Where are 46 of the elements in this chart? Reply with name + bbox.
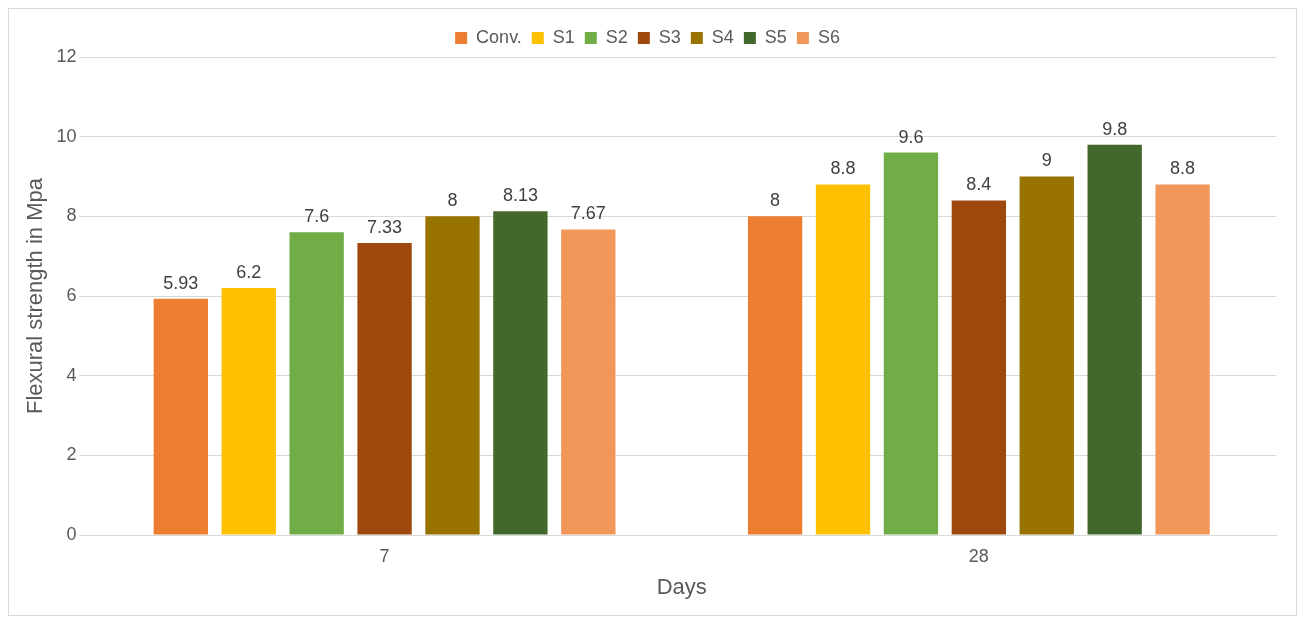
data-label: 8 — [770, 190, 781, 211]
bar — [425, 216, 480, 535]
data-label: 7.33 — [367, 216, 403, 237]
bar — [357, 243, 412, 535]
x-tick-label: 28 — [968, 545, 989, 566]
y-tick-label: 4 — [66, 364, 77, 385]
legend-label: S4 — [711, 26, 734, 47]
x-axis-title: Days — [656, 573, 707, 599]
y-tick-label: 12 — [56, 45, 77, 66]
data-label: 8.8 — [1170, 158, 1196, 179]
legend-label: S3 — [658, 26, 681, 47]
legend-label: S1 — [552, 26, 575, 47]
bar — [1019, 176, 1074, 535]
bar — [815, 184, 871, 535]
bar — [153, 298, 208, 535]
data-label: 8.4 — [966, 174, 992, 195]
y-axis-title: Flexural strength in Mpa — [22, 177, 48, 414]
legend-label: S2 — [605, 26, 628, 47]
bar — [951, 200, 1007, 535]
data-label: 5.93 — [163, 272, 199, 293]
data-label: 7.67 — [570, 203, 606, 224]
data-label: 9 — [1041, 150, 1052, 171]
data-label: 8.13 — [502, 185, 538, 206]
y-tick-label: 10 — [56, 125, 77, 146]
bar — [1087, 144, 1142, 535]
legend-label: S5 — [764, 26, 787, 47]
data-label: 8 — [447, 190, 458, 211]
bar — [561, 229, 616, 535]
legend-label: S6 — [817, 26, 840, 47]
y-tick-label: 6 — [66, 284, 77, 305]
legend-label: Conv. — [476, 26, 522, 47]
x-tick-label: 7 — [379, 545, 390, 566]
data-label: 8.8 — [830, 158, 856, 179]
y-tick-label: 2 — [66, 444, 77, 465]
bar — [289, 232, 344, 535]
bar — [883, 152, 939, 535]
data-label: 6.2 — [236, 262, 262, 282]
bar — [747, 216, 803, 535]
data-label: 7.6 — [304, 206, 330, 227]
y-tick-label: 0 — [66, 523, 77, 544]
data-label: 9.8 — [1102, 118, 1128, 139]
data-label: 9.6 — [898, 126, 924, 147]
bar — [1155, 184, 1210, 535]
bar — [493, 211, 548, 535]
bar — [221, 288, 276, 535]
y-tick-label: 8 — [66, 205, 77, 226]
